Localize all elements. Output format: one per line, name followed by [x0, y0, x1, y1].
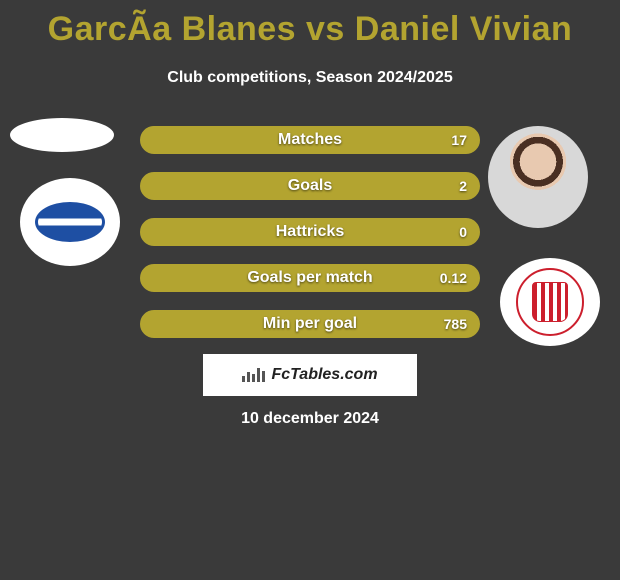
bar-chart-icon	[242, 368, 265, 382]
page-subtitle: Club competitions, Season 2024/2025	[0, 69, 620, 87]
stat-value-right: 0.12	[440, 270, 467, 286]
brand-badge[interactable]: FcTables.com	[203, 354, 417, 396]
club-left-logo	[20, 178, 120, 266]
stat-label: Matches	[141, 131, 479, 149]
stat-row: Min per goal 785	[140, 310, 480, 338]
date-text: 10 december 2024	[0, 410, 620, 428]
brand-label: FcTables.com	[271, 366, 377, 384]
player-right-avatar	[488, 126, 588, 228]
athletic-crest-icon	[516, 268, 584, 336]
alaves-crest-icon	[35, 202, 105, 242]
stat-value-right: 2	[459, 178, 467, 194]
stat-row: Goals 2	[140, 172, 480, 200]
stat-label: Min per goal	[141, 315, 479, 333]
stat-row: Hattricks 0	[140, 218, 480, 246]
page-title: GarcÃ­a Blanes vs Daniel Vivian	[0, 0, 620, 49]
club-right-logo	[500, 258, 600, 346]
stat-value-right: 0	[459, 224, 467, 240]
stat-label: Goals per match	[141, 269, 479, 287]
stat-label: Hattricks	[141, 223, 479, 241]
stat-value-right: 17	[451, 132, 467, 148]
stat-row: Matches 17	[140, 126, 480, 154]
player-left-avatar	[10, 118, 114, 152]
stats-container: Matches 17 Goals 2 Hattricks 0 Goals per…	[140, 126, 480, 356]
stat-row: Goals per match 0.12	[140, 264, 480, 292]
stat-label: Goals	[141, 177, 479, 195]
stat-value-right: 785	[444, 316, 467, 332]
